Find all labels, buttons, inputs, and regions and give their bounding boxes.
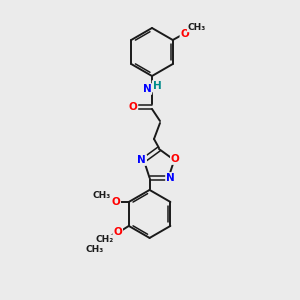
Text: O: O — [171, 154, 180, 164]
Text: O: O — [113, 227, 122, 237]
Text: N: N — [166, 173, 175, 183]
Text: N: N — [137, 155, 146, 165]
Text: O: O — [180, 29, 189, 39]
Text: CH₃: CH₃ — [86, 245, 104, 254]
Text: CH₃: CH₃ — [93, 191, 111, 200]
Text: O: O — [111, 197, 120, 207]
Text: H: H — [153, 81, 161, 91]
Text: CH₃: CH₃ — [188, 22, 206, 32]
Text: CH₂: CH₂ — [96, 236, 114, 244]
Text: N: N — [142, 84, 152, 94]
Text: O: O — [129, 102, 137, 112]
